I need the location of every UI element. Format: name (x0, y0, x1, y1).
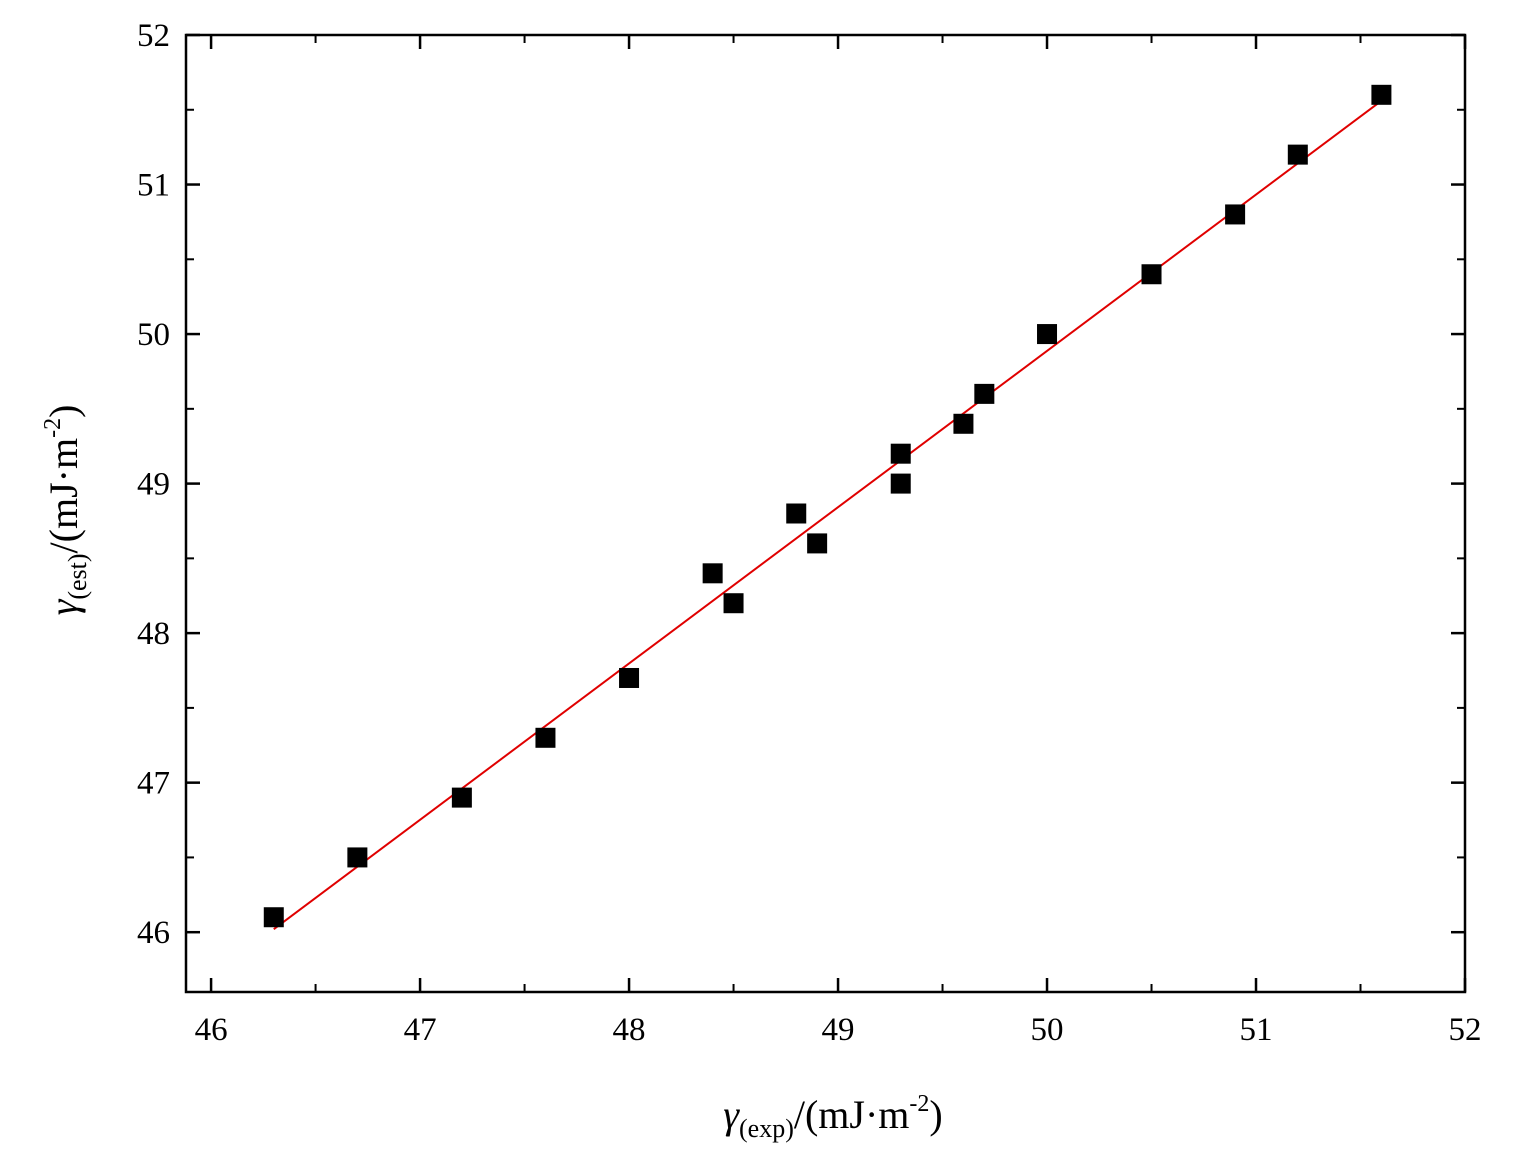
data-point (619, 667, 640, 688)
axes: 46 47 48 49 50 51 52 46 47 48 49 50 51 52 (137, 18, 1482, 1048)
data-point (535, 727, 556, 748)
x-tick-label: 51 (1240, 1012, 1273, 1048)
x-tick-label: 48 (613, 1012, 646, 1048)
data-point (1225, 204, 1246, 225)
data-point (1287, 144, 1308, 165)
y-tick-label: 50 (137, 317, 170, 353)
y-tick-label: 46 (137, 915, 170, 951)
data-point (263, 907, 284, 928)
y-axis-title: γ(est)/(mJ·m-2) (40, 405, 92, 616)
data-point (702, 563, 723, 584)
data-point (807, 533, 828, 554)
data-point (1141, 264, 1162, 285)
data-point (953, 413, 974, 434)
data-point (890, 443, 911, 464)
data-points (263, 84, 1392, 928)
x-tick-label: 50 (1031, 1012, 1064, 1048)
fit-line-group (273, 99, 1383, 930)
data-point (347, 847, 368, 868)
data-point (1371, 84, 1392, 105)
plot-frame (184, 33, 1467, 994)
data-point (451, 787, 472, 808)
y-tick-label: 47 (137, 766, 170, 802)
x-axis-title: γ(exp)/(mJ·m-2) (723, 1091, 943, 1143)
x-tick-label: 52 (1449, 1012, 1482, 1048)
data-point (1037, 324, 1058, 345)
x-tick-label: 49 (822, 1012, 855, 1048)
y-tick-label: 52 (137, 18, 170, 54)
fit-line (273, 99, 1383, 930)
data-point (786, 503, 807, 524)
y-tick-label: 49 (137, 467, 170, 503)
data-point (723, 593, 744, 614)
data-point (974, 383, 995, 404)
data-point (890, 473, 911, 494)
y-tick-label: 48 (137, 616, 170, 652)
y-tick-label: 51 (137, 168, 170, 204)
x-tick-label: 47 (404, 1012, 437, 1048)
x-tick-label: 46 (195, 1012, 228, 1048)
